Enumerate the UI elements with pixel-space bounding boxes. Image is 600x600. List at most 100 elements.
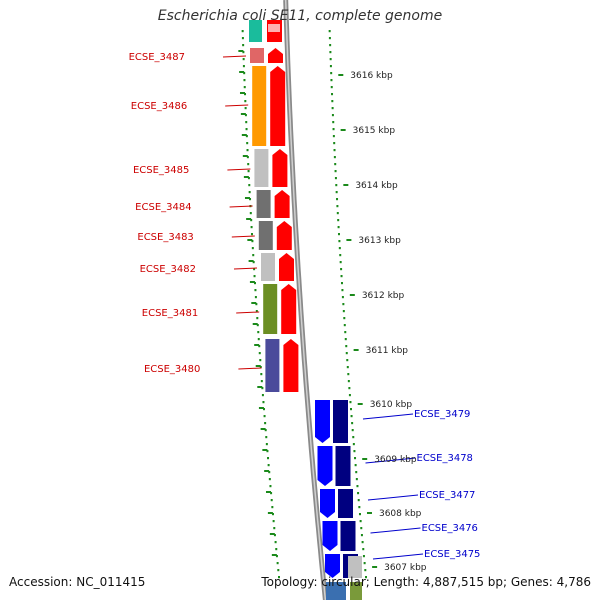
gc-dash-left bbox=[271, 554, 277, 556]
gc-dot-left bbox=[263, 408, 266, 411]
gene-label-leader bbox=[222, 55, 247, 58]
gc-dot-right bbox=[342, 303, 345, 306]
gene-label: ECSE_3478 bbox=[417, 453, 473, 464]
gene-label-leader bbox=[225, 104, 249, 107]
gc-dot-right bbox=[341, 289, 344, 292]
gc-dot-left bbox=[251, 240, 254, 243]
gc-dot-right bbox=[345, 352, 348, 355]
gc-dash-left bbox=[247, 239, 253, 241]
gc-dot-right bbox=[352, 436, 355, 439]
gc-dot-left bbox=[272, 520, 275, 523]
gc-dot-right bbox=[334, 177, 337, 180]
gc-dot-left bbox=[271, 513, 274, 516]
gc-dot-left bbox=[258, 345, 261, 348]
gc-dot-right bbox=[351, 429, 354, 432]
gc-dot-right bbox=[346, 366, 349, 369]
gc-dot-right bbox=[355, 478, 358, 481]
gene-label: ECSE_3483 bbox=[137, 232, 193, 243]
gene-label: ECSE_3480 bbox=[144, 364, 200, 375]
gc-dot-right bbox=[354, 457, 357, 460]
gene-forward-arrow bbox=[272, 149, 288, 187]
gene-partial-bottom bbox=[326, 582, 346, 600]
kbp-tick-label: 3613 kbp bbox=[358, 236, 401, 246]
gc-dot-left bbox=[275, 555, 278, 558]
gc-dash-left bbox=[240, 113, 246, 115]
gc-dot-right bbox=[331, 107, 334, 110]
gc-dot-left bbox=[263, 415, 266, 418]
gene-reverse-arrow bbox=[315, 400, 330, 443]
gc-dash-left bbox=[254, 344, 260, 346]
gc-dot-right bbox=[361, 541, 364, 544]
gc-dot-right bbox=[362, 555, 365, 558]
gene-label-leader bbox=[367, 494, 419, 501]
gc-dot-left bbox=[277, 569, 280, 572]
gc-dot-left bbox=[265, 443, 268, 446]
gc-dot-right bbox=[331, 100, 334, 103]
gc-dot-right bbox=[330, 86, 333, 89]
gc-dot-right bbox=[348, 387, 351, 390]
gc-dot-right bbox=[329, 51, 332, 54]
gc-dot-left bbox=[275, 548, 278, 551]
kbp-tick-label: 3610 kbp bbox=[370, 400, 413, 410]
gc-dot-right bbox=[334, 163, 337, 166]
gc-dot-left bbox=[243, 79, 246, 82]
gc-dot-right bbox=[357, 499, 360, 502]
gene-label: ECSE_3487 bbox=[129, 52, 185, 63]
gc-dot-right bbox=[333, 149, 336, 152]
gc-dash-left bbox=[243, 176, 249, 178]
gc-dot-right bbox=[347, 373, 350, 376]
gc-dot-right bbox=[334, 170, 337, 173]
gc-dot-left bbox=[245, 128, 248, 131]
gc-dot-left bbox=[247, 177, 250, 180]
gc-dot-left bbox=[245, 121, 248, 124]
gene-forward-arrow bbox=[279, 253, 294, 281]
gc-dot-left bbox=[250, 219, 253, 222]
gc-dot-right bbox=[350, 415, 353, 418]
gc-dot-left bbox=[277, 576, 280, 579]
gene-cog-block bbox=[333, 400, 348, 443]
gc-dot-right bbox=[332, 121, 335, 124]
gc-dot-right bbox=[343, 324, 346, 327]
gc-dot-right bbox=[328, 37, 331, 40]
gc-dot-left bbox=[262, 401, 265, 404]
gc-dot-left bbox=[255, 310, 258, 313]
gc-dot-right bbox=[331, 114, 334, 117]
gc-dash-left bbox=[258, 407, 264, 409]
gc-dot-right bbox=[332, 128, 335, 131]
gc-dot-left bbox=[246, 142, 249, 145]
gene-forward-arrow bbox=[270, 66, 286, 146]
gene-label: ECSE_3486 bbox=[131, 101, 187, 112]
gene-label-leader bbox=[233, 267, 258, 270]
gc-dot-right bbox=[340, 275, 343, 278]
gc-dot-right bbox=[354, 464, 357, 467]
kbp-tick-label: 3615 kbp bbox=[353, 126, 396, 136]
gc-dot-left bbox=[264, 422, 267, 425]
gc-dash-left bbox=[262, 449, 268, 451]
gc-dash-left bbox=[255, 365, 261, 367]
gc-dot-right bbox=[349, 401, 352, 404]
gc-dot-left bbox=[244, 107, 247, 110]
gc-dot-left bbox=[251, 247, 254, 250]
gc-dot-right bbox=[337, 219, 340, 222]
gene-cog-block bbox=[256, 190, 271, 218]
gene-label-leader bbox=[365, 457, 416, 464]
gc-dash-left bbox=[265, 491, 271, 493]
gene-label: ECSE_3484 bbox=[135, 202, 191, 213]
gc-dot-left bbox=[273, 534, 276, 537]
gene-label: ECSE_3476 bbox=[422, 523, 478, 534]
kbp-tick-label: 3612 kbp bbox=[362, 291, 405, 301]
gc-dot-right bbox=[364, 576, 367, 579]
gc-dot-left bbox=[270, 492, 273, 495]
gene-reverse-arrow bbox=[322, 521, 338, 551]
gc-dot-left bbox=[260, 380, 263, 383]
gc-dot-right bbox=[357, 492, 360, 495]
gene-label-leader bbox=[229, 205, 253, 208]
map-title: Escherichia coli SE11, complete genome bbox=[157, 8, 443, 24]
gc-dash-left bbox=[251, 302, 257, 304]
gc-dot-left bbox=[260, 373, 263, 376]
gc-dot-right bbox=[338, 240, 341, 243]
gc-dot-left bbox=[247, 163, 250, 166]
gene-label-leader bbox=[227, 168, 251, 171]
